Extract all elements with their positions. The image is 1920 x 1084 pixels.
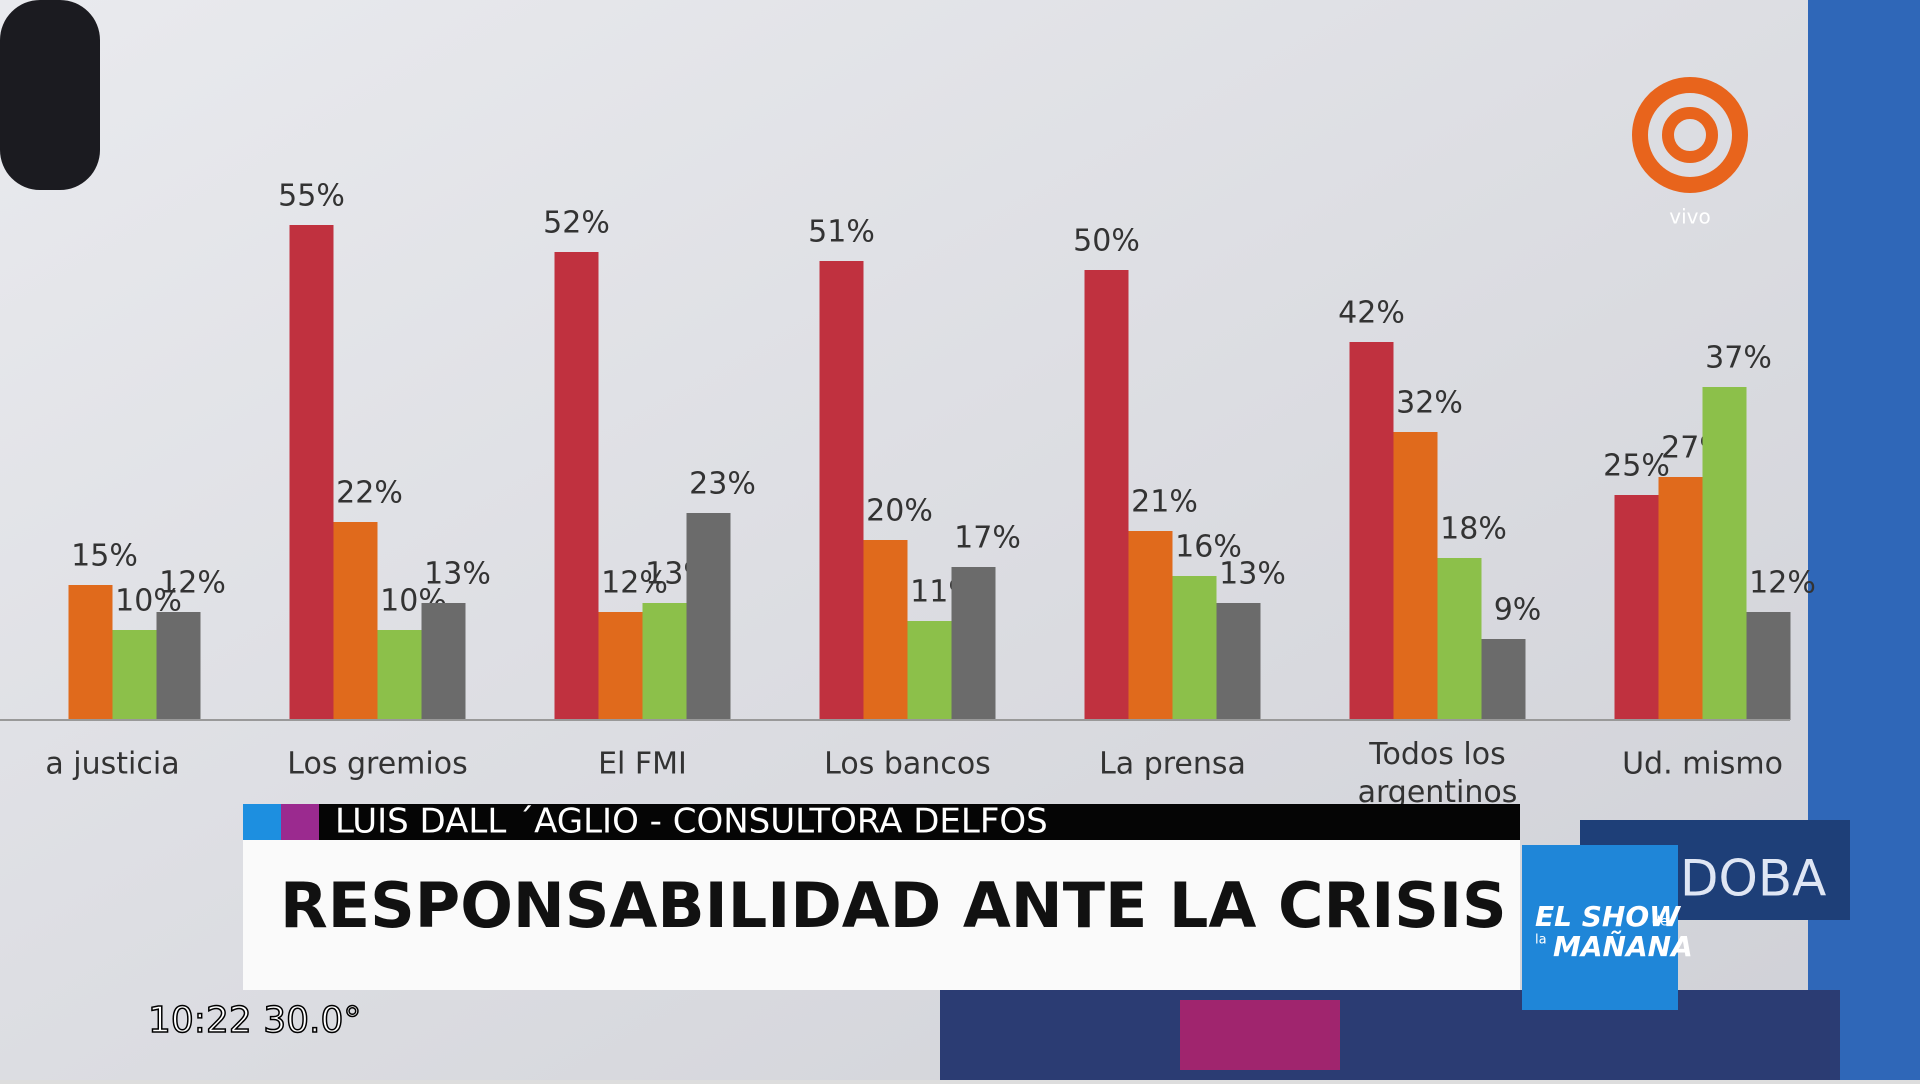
bar	[554, 252, 599, 720]
bar	[1393, 432, 1438, 720]
bar	[68, 585, 113, 720]
value-label: 20%	[866, 494, 933, 529]
show-logo-text: la	[1535, 933, 1547, 948]
value-label: 12%	[601, 566, 668, 601]
bar	[377, 630, 422, 720]
set-floor	[1180, 1000, 1340, 1070]
value-label: 13%	[424, 557, 491, 592]
x-tick-label: a justicia	[45, 747, 179, 782]
x-tick-label: Todos los argentinos	[1358, 737, 1518, 810]
bar	[951, 567, 996, 720]
value-label: 9%	[1494, 593, 1542, 628]
headline-box	[243, 840, 1520, 990]
value-label: 50%	[1073, 224, 1140, 259]
value-label: 32%	[1396, 386, 1463, 421]
show-logo-text: EL SHOW	[1535, 900, 1681, 933]
bar	[686, 513, 731, 720]
value-label: 21%	[1131, 485, 1198, 520]
bar	[907, 621, 952, 720]
bar	[819, 261, 864, 720]
value-label: 12%	[1749, 566, 1816, 601]
bar	[1437, 558, 1482, 720]
bar	[863, 540, 908, 720]
channel-logo	[1632, 77, 1748, 193]
value-label: 15%	[71, 539, 138, 574]
bar	[598, 612, 643, 720]
value-label: 18%	[1440, 512, 1507, 547]
bar	[642, 603, 687, 720]
value-label: 37%	[1705, 341, 1772, 376]
bar	[1172, 576, 1217, 720]
show-logo	[1522, 845, 1678, 1010]
caption-accent	[243, 804, 281, 840]
bar	[1349, 342, 1394, 720]
bar	[112, 630, 157, 720]
bar	[1746, 612, 1791, 720]
bar	[156, 612, 201, 720]
value-label: 12%	[159, 566, 226, 601]
bar	[1084, 270, 1129, 720]
bar	[289, 225, 334, 720]
caption-bar	[243, 804, 1520, 840]
caption-name: LUIS DALL ´AGLIO - CONSULTORA DELFOS	[335, 802, 1048, 842]
set-floor	[940, 990, 1840, 1080]
x-tick-label: Los gremios	[287, 747, 467, 782]
bar	[1216, 603, 1261, 720]
value-label: 17%	[954, 521, 1021, 556]
value-label: 22%	[336, 476, 403, 511]
value-label: 51%	[808, 215, 875, 250]
value-label: 23%	[689, 467, 756, 502]
bar	[421, 603, 466, 720]
x-tick-label: Los bancos	[824, 747, 991, 782]
x-tick-label: Ud. mismo	[1622, 747, 1783, 782]
bar	[1702, 387, 1747, 720]
bar	[1658, 477, 1703, 720]
value-label: 16%	[1175, 530, 1242, 565]
value-label: 52%	[543, 206, 610, 241]
caption-accent	[281, 804, 319, 840]
headline: RESPONSABILIDAD ANTE LA CRISIS	[280, 869, 1507, 942]
live-label: vivo	[1669, 205, 1710, 229]
show-logo-text: MAÑANA	[1553, 929, 1693, 963]
value-label: 55%	[278, 179, 345, 214]
value-label: 42%	[1338, 296, 1405, 331]
bar	[1481, 639, 1526, 720]
clock: 10:22 30.0°	[148, 1000, 361, 1041]
bar	[333, 522, 378, 720]
backdrop-text: DOBA	[1680, 850, 1826, 908]
show-logo-text: de	[1652, 915, 1668, 930]
value-label: 13%	[1219, 557, 1286, 592]
bar	[1128, 531, 1173, 720]
bar	[1614, 495, 1659, 720]
x-tick-label: El FMI	[598, 747, 687, 782]
camera-edge	[0, 0, 100, 190]
channel-logo	[1662, 107, 1718, 163]
x-tick-label: La prensa	[1099, 747, 1246, 782]
